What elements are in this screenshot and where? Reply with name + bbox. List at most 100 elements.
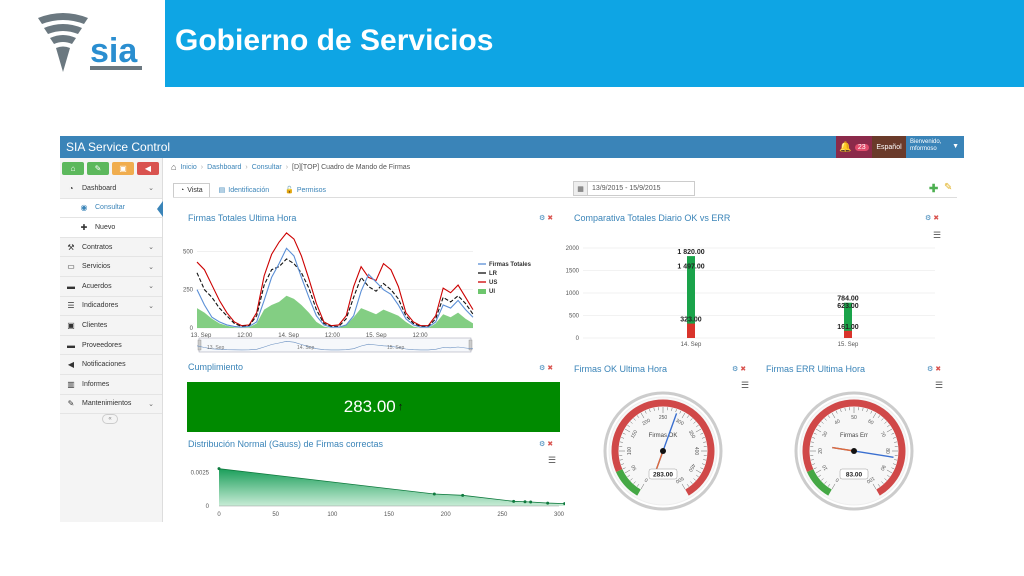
gauge-tick <box>624 428 631 433</box>
sidebar-item-indicadores[interactable]: ☰ Indicadores ⌄ <box>60 297 162 317</box>
gauge-tick <box>700 467 704 470</box>
edit-dashboard-icon[interactable]: ✎ <box>944 182 953 193</box>
chart-menu-icon[interactable]: ☰ <box>548 455 557 465</box>
sidebar-item-servicios[interactable]: ▭ Servicios ⌄ <box>60 257 162 277</box>
close-icon[interactable]: ✖ <box>933 215 940 222</box>
chart-menu-icon[interactable]: ☰ <box>933 230 942 240</box>
y-tick-label: 0.0025 <box>191 471 210 477</box>
gauge-tick <box>693 478 696 481</box>
date-range-picker[interactable]: ▦ 13/9/2015 - 15/9/2015 <box>573 181 695 196</box>
sidebar-item-notificaciones[interactable]: ◀ Notificaciones <box>60 355 162 375</box>
x-tick-label: 250 <box>497 512 508 518</box>
breadcrumb-consultar[interactable]: Consultar <box>251 163 282 171</box>
id-card-icon: ▤ <box>218 187 226 194</box>
panel-tools: ⚙ ✖ <box>927 365 941 373</box>
close-icon[interactable]: ✖ <box>935 366 942 373</box>
series-line-firmas-totales <box>196 247 474 328</box>
slide-title: Gobierno de Servicios <box>175 24 494 57</box>
gear-icon[interactable]: ⚙ <box>927 366 934 373</box>
bar-chart-icon: ▥ <box>67 379 75 389</box>
gauge-tick <box>815 428 822 433</box>
gear-icon[interactable]: ⚙ <box>539 365 546 372</box>
legend-swatch <box>478 289 486 294</box>
quick-button-megaphone-icon[interactable]: ◀ <box>137 162 159 175</box>
sidebar-item-nuevo[interactable]: ✚ Nuevo <box>60 218 162 238</box>
gauge-tick <box>815 469 822 474</box>
gauge-tick <box>886 469 893 474</box>
chart-menu-icon[interactable]: ☰ <box>741 380 750 390</box>
sidebar-item-informes[interactable]: ▥ Informes <box>60 375 162 395</box>
legend-label: Firmas Totales <box>489 262 532 268</box>
monitor-icon: ▭ <box>67 262 75 272</box>
gauge-tick-label: 60 <box>867 418 875 426</box>
sidebar-item-label: Consultar <box>95 204 125 212</box>
x-tick-label: 50 <box>272 512 279 518</box>
sidebar-item-proveedores[interactable]: ▬ Proveedores <box>60 336 162 356</box>
sidebar-item-label: Informes <box>82 380 110 388</box>
gauge-tick <box>649 409 651 413</box>
gauge-tick <box>690 418 693 421</box>
sidebar-item-label: Dashboard <box>82 184 117 192</box>
gauge-tick-label: 40 <box>834 418 842 426</box>
gear-icon[interactable]: ⚙ <box>732 366 739 373</box>
eye-icon: ◉ <box>80 203 88 213</box>
sidebar-item-clientes[interactable]: ▣ Clientes <box>60 316 162 336</box>
gauge-label: Firmas OK <box>649 433 678 439</box>
tab-vista[interactable]: ◔ Vista <box>173 183 210 197</box>
panel-tools: ⚙ ✖ <box>539 214 553 222</box>
y-tick-label: 2000 <box>566 246 580 252</box>
sidebar-item-consultar[interactable]: ◉ Consultar <box>60 198 163 219</box>
sia-logo: sia <box>30 10 155 78</box>
data-label: 1 497.00 <box>677 264 704 271</box>
y-tick-label: 500 <box>569 314 580 320</box>
gavel-icon: ⚒ <box>67 242 75 252</box>
truck-icon: ▬ <box>67 340 75 350</box>
sidebar-item-acuerdos[interactable]: ▬ Acuerdos ⌄ <box>60 277 162 297</box>
gear-icon[interactable]: ⚙ <box>539 215 546 222</box>
breadcrumb-dashboard[interactable]: Dashboard <box>207 163 242 171</box>
tab-permisos[interactable]: 🔓 Permisos <box>278 183 333 197</box>
gauge-tick <box>695 428 702 433</box>
add-widget-icon[interactable]: ✚ <box>929 183 939 195</box>
collapse-sidebar-button[interactable]: « <box>102 414 118 424</box>
notifications-button[interactable]: 🔔 23 <box>836 136 872 158</box>
quick-button-briefcase-icon[interactable]: ▣ <box>112 162 134 175</box>
briefcase-icon: ▣ <box>67 320 75 330</box>
close-icon[interactable]: ✖ <box>547 441 554 448</box>
quick-buttons: ⌂ ✎ ▣ ◀ <box>60 158 162 179</box>
gauge-tick <box>877 415 881 418</box>
gauge-tick <box>840 409 842 413</box>
x-tick-label: 12:00 <box>237 333 253 339</box>
x-tick-label: 13. Sep <box>191 333 212 339</box>
chart-menu-icon[interactable]: ☰ <box>935 380 944 390</box>
sidebar-item-contratos[interactable]: ⚒ Contratos ⌄ <box>60 238 162 258</box>
gauge-tick-label: 500 <box>674 475 684 484</box>
navigator-handle-right <box>468 339 473 351</box>
close-icon[interactable]: ✖ <box>547 215 554 222</box>
language-button[interactable]: Español <box>872 136 906 158</box>
close-icon[interactable]: ✖ <box>547 365 554 372</box>
gear-icon[interactable]: ⚙ <box>925 215 932 222</box>
sidebar-item-dashboard[interactable]: ◔ Dashboard ⌄ <box>60 179 162 199</box>
quick-button-pencil-icon[interactable]: ✎ <box>87 162 109 175</box>
navigator-handle-left <box>197 339 202 351</box>
sidebar-item-mantenimientos[interactable]: ✎ Mantenimientos ⌄ <box>60 395 162 415</box>
tab-identificacion[interactable]: ▤ Identificación <box>212 183 276 197</box>
chevron-right-icon: › <box>245 163 248 171</box>
gauge-tick <box>887 474 890 478</box>
gauge-tick <box>693 421 696 424</box>
user-menu[interactable]: Bienvenido, mformoso ▼ <box>906 136 964 158</box>
x-tick-label: 100 <box>327 512 338 518</box>
gauss-point <box>563 502 565 506</box>
quick-button-home-icon[interactable]: ⌂ <box>62 162 84 175</box>
close-icon[interactable]: ✖ <box>740 366 747 373</box>
gear-icon[interactable]: ⚙ <box>539 441 546 448</box>
gauge-tick-label: 0 <box>835 476 841 483</box>
gauge-tick <box>627 474 630 478</box>
sidebar-item-label: Notificaciones <box>82 361 126 369</box>
breadcrumb-inicio[interactable]: Inicio <box>180 163 197 171</box>
chevron-down-icon: ⌄ <box>148 185 154 193</box>
megaphone-icon: ◀ <box>67 360 75 370</box>
panel-tools: ⚙ ✖ <box>732 365 746 373</box>
comparativa-chart: 0 500 1000 1500 2000 14. Sep 15. Sep 1 820.00 1 … <box>566 246 935 348</box>
